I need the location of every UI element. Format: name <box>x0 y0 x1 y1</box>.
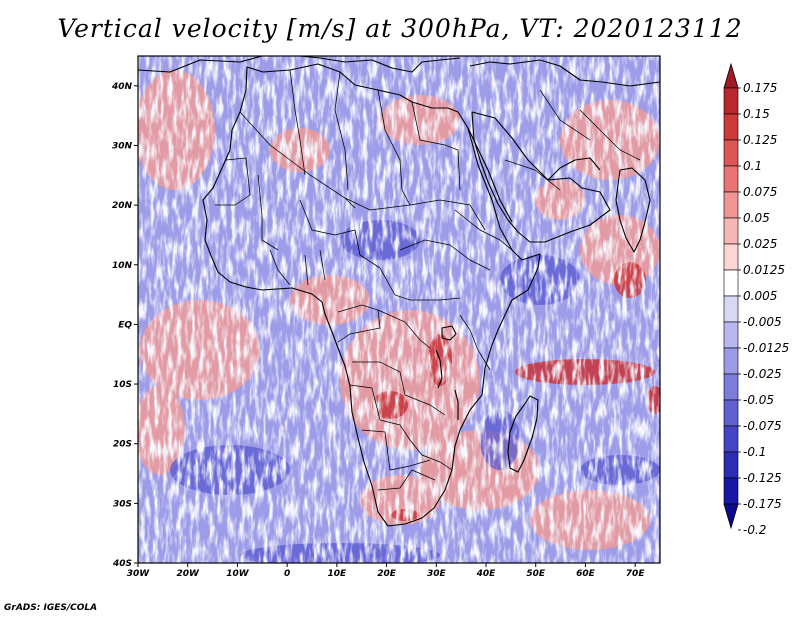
colorbar-bottom-arrow <box>723 503 739 530</box>
coastlines <box>138 56 660 527</box>
colorbar-label: 0.125 <box>743 133 777 147</box>
border-line <box>269 249 326 286</box>
lat-tick-label: 10N <box>112 261 133 271</box>
colorbar-swatch <box>723 451 739 479</box>
border-line <box>377 309 431 349</box>
lat-tick-label: 30S <box>113 499 132 509</box>
colorbar: 0.175 0.15 0.125 0.1 0.075 0.05 0.025 0.0125 0.0… <box>723 62 789 537</box>
lon-tick-label: 20W <box>176 569 200 579</box>
colorbar-label: -0.075 <box>743 419 782 433</box>
map-frame <box>137 55 661 564</box>
colorbar-swatch <box>723 425 739 453</box>
arabia-coastline <box>471 111 611 243</box>
colorbar-label: 0.05 <box>743 211 770 225</box>
lake-malawi <box>454 389 459 420</box>
red-sea-gulf-lines <box>467 127 601 223</box>
colorbar-swatch <box>723 477 739 505</box>
lon-tick-label: 50E <box>526 569 546 579</box>
madagascar-coastline <box>507 395 539 473</box>
colorbar-label: -0.125 <box>743 471 782 485</box>
border-line <box>504 159 561 191</box>
border-line <box>399 239 491 271</box>
lat-tick-label: 30N <box>112 141 133 151</box>
colorbar-label: 0.1 <box>743 159 762 173</box>
border-line <box>334 71 349 191</box>
lat-tick-label: 40S <box>112 559 132 569</box>
colorbar-swatch <box>723 165 739 193</box>
border-line <box>257 174 279 251</box>
country-borders <box>215 69 641 491</box>
colorbar-swatch <box>723 269 739 297</box>
border-line <box>215 157 251 206</box>
colorbar-swatch <box>723 373 739 401</box>
lon-tick-label: 10E <box>328 569 348 579</box>
lon-tick-label: 30E <box>427 569 447 579</box>
lon-tick-label: 0 <box>284 569 290 579</box>
africa-coastline <box>202 63 541 527</box>
border-line <box>349 384 411 441</box>
border-line <box>379 267 461 301</box>
colorbar-swatch <box>723 87 739 115</box>
border-line <box>361 429 431 471</box>
colorbar-swatch <box>723 217 739 245</box>
lat-tick-label: EQ <box>118 320 132 330</box>
border-line <box>344 197 486 231</box>
border-line <box>539 89 641 161</box>
colorbar-label: -0.175 <box>743 497 782 511</box>
border-line <box>299 199 381 269</box>
lon-tick-label: 70E <box>626 569 646 579</box>
lake-tanganyika <box>435 349 443 389</box>
grads-credit: GrADS: IGES/COLA <box>4 603 98 613</box>
colorbar-label: 0.075 <box>743 185 777 199</box>
lat-tick-label: 40N <box>111 82 133 92</box>
colorbar-label: -0.005 <box>743 315 782 329</box>
colorbar-swatch <box>723 243 739 271</box>
colorbar-swatch <box>723 139 739 167</box>
colorbar-swatch <box>723 191 739 219</box>
border-line <box>337 304 381 343</box>
border-line <box>352 361 446 416</box>
border-line <box>377 89 411 206</box>
border-line <box>377 469 436 491</box>
lat-tick-label: 10S <box>113 380 132 390</box>
lat-tick-label: 20N <box>112 201 133 211</box>
border-line <box>239 111 356 209</box>
lat-tick-label: 20S <box>113 440 132 450</box>
colorbar-label: 0.175 <box>743 81 777 95</box>
colorbar-swatch <box>723 321 739 349</box>
europe-coastline <box>138 56 660 87</box>
lake-victoria <box>441 325 457 341</box>
colorbar-swatch <box>723 295 739 323</box>
colorbar-label: -0.2 <box>743 523 766 537</box>
colorbar-swatch <box>723 399 739 427</box>
lon-tick-label: 20E <box>377 569 397 579</box>
map-panel <box>138 56 660 563</box>
lon-tick-label: 30W <box>127 569 151 579</box>
border-line <box>289 69 306 176</box>
border-line <box>454 209 513 251</box>
colorbar-label: -0.025 <box>743 367 782 381</box>
colorbar-label: 0.025 <box>743 237 777 251</box>
lat-axis: 40N 30N 20N 10N EQ 10S 20S 30S 40S <box>111 82 138 569</box>
border-line <box>409 439 453 471</box>
lon-tick-label: 40E <box>476 569 497 579</box>
border-line <box>411 101 461 191</box>
lon-tick-label: 10W <box>226 569 250 579</box>
colorbar-label: 0.0125 <box>743 263 785 277</box>
map-title: Vertical velocity [m/s] at 300hPa, VT: 2… <box>57 14 743 43</box>
colorbar-swatch <box>723 347 739 375</box>
colorbar-label: -0.0125 <box>743 341 789 355</box>
colorbar-swatch <box>723 113 739 141</box>
colorbar-label: 0.005 <box>743 289 777 303</box>
field-texture <box>138 56 660 563</box>
india-coastline <box>615 167 651 253</box>
lon-tick-label: 60E <box>576 569 596 579</box>
border-line <box>459 314 491 371</box>
colorbar-label: 0.15 <box>743 107 770 121</box>
colorbar-label: -0.1 <box>743 445 766 459</box>
colorbar-label: -0.05 <box>743 393 774 407</box>
lon-axis: 30W 20W 10W 0 10E 20E 30E 40E 50E 60E 70E <box>127 563 646 579</box>
colorbar-top-arrow <box>723 62 739 89</box>
